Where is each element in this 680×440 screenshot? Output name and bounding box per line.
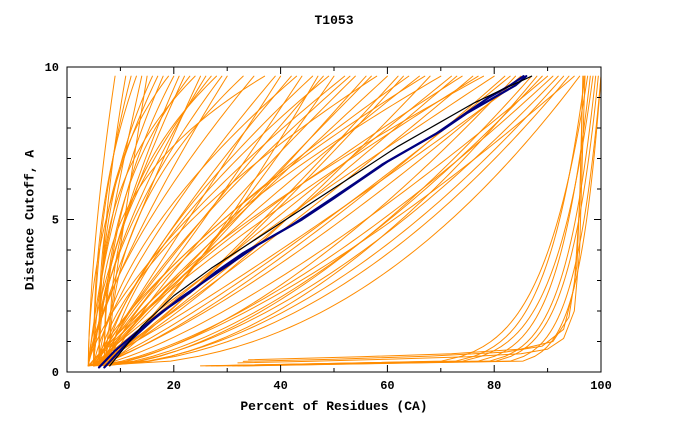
model-curve [98, 75, 292, 367]
x-tick-label: 100 [590, 379, 612, 393]
highlight-curve [103, 75, 525, 369]
model-curve [248, 75, 584, 361]
model-curve [103, 75, 191, 367]
x-tick-label: 20 [167, 379, 181, 393]
x-tick-label: 40 [273, 379, 287, 393]
reference-curve [109, 75, 533, 367]
model-curve [232, 75, 599, 367]
model-curve [98, 75, 463, 367]
model-curve [98, 75, 575, 367]
model-curve [210, 75, 589, 367]
model-curve [242, 75, 585, 362]
model-curve [93, 75, 276, 367]
model-curve [98, 75, 559, 367]
x-tick-label: 60 [380, 379, 394, 393]
x-tick-label: 0 [63, 379, 70, 393]
model-curve [242, 75, 602, 367]
model-curve [237, 75, 586, 364]
model-curve [98, 75, 565, 367]
model-curve [237, 75, 602, 367]
model-curve [87, 75, 159, 367]
model-curve [93, 75, 404, 367]
y-tick-label: 5 [52, 214, 59, 228]
model-curve [93, 75, 495, 367]
model-curve [226, 75, 591, 367]
model-curve [87, 75, 346, 367]
model-curve [98, 75, 517, 367]
model-curve [109, 75, 244, 367]
model-curve [93, 75, 554, 367]
model-curve [216, 75, 597, 367]
model-curve [103, 75, 351, 367]
model-curve [103, 75, 314, 367]
model-curve [109, 75, 330, 367]
model-curve [93, 75, 549, 367]
x-tick-label: 80 [487, 379, 501, 393]
model-curve [93, 75, 581, 367]
model-curve [93, 75, 367, 367]
model-curve [93, 75, 137, 367]
model-curve [205, 75, 594, 367]
model-curve [103, 75, 538, 367]
model-curve [87, 75, 388, 367]
model-curve [98, 75, 266, 367]
model-curve [103, 75, 175, 367]
model-curve [87, 75, 527, 367]
model-curve [200, 75, 586, 367]
model-curve [103, 75, 426, 367]
model-curve [87, 75, 255, 367]
model-curve [98, 75, 378, 367]
model-curve [98, 75, 372, 367]
model-curve [93, 75, 324, 367]
model-curve [98, 75, 298, 367]
model-curve [103, 75, 485, 367]
model-curve [93, 75, 319, 367]
chart-title: T1053 [314, 13, 354, 28]
model-curve [87, 75, 303, 367]
model-curve [87, 75, 522, 367]
y-tick-label: 10 [45, 61, 59, 75]
model-curve [93, 75, 479, 367]
x-axis-label: Percent of Residues (CA) [240, 399, 428, 414]
model-curve [98, 75, 212, 367]
model-curve [98, 75, 543, 367]
model-curve [87, 75, 570, 367]
model-curve [103, 75, 533, 367]
y-tick-label: 0 [52, 366, 59, 380]
